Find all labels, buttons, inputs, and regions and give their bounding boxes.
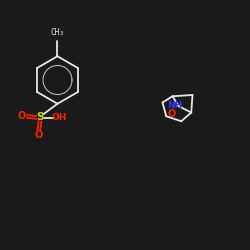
Text: NH: NH xyxy=(167,101,182,110)
Text: O: O xyxy=(168,109,176,119)
Text: S: S xyxy=(36,112,44,122)
Text: O: O xyxy=(34,130,43,140)
Text: O: O xyxy=(18,111,26,121)
Text: CH₃: CH₃ xyxy=(50,28,64,37)
Text: OH: OH xyxy=(52,113,67,122)
